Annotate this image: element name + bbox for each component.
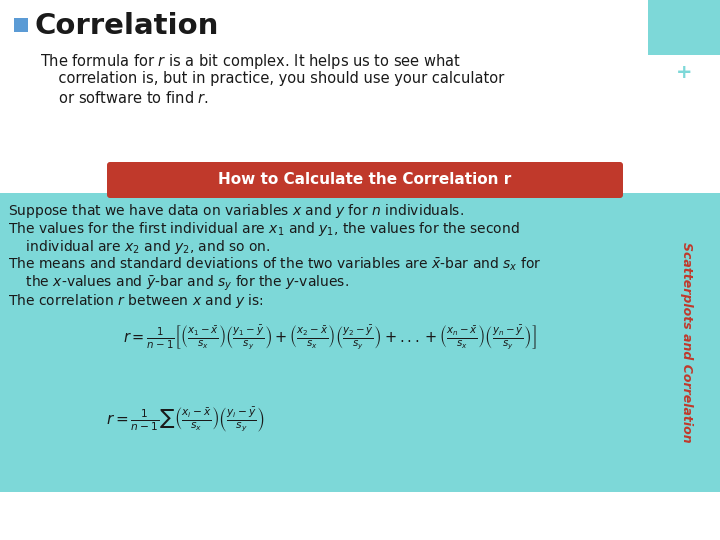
Bar <box>648 193 720 492</box>
Text: How to Calculate the Correlation r: How to Calculate the Correlation r <box>218 172 512 187</box>
Bar <box>648 0 720 55</box>
Text: individual are $x_2$ and $y_2$, and so on.: individual are $x_2$ and $y_2$, and so o… <box>8 238 271 256</box>
Text: The values for the first individual are $x_1$ and $y_1$, the values for the seco: The values for the first individual are … <box>8 220 520 238</box>
Text: or software to find $r$.: or software to find $r$. <box>40 90 209 106</box>
Text: +: + <box>676 64 692 83</box>
Text: The formula for $r$ is a bit complex. It helps us to see what: The formula for $r$ is a bit complex. It… <box>40 52 461 71</box>
Text: Suppose that we have data on variables $x$ and $y$ for $n$ individuals.: Suppose that we have data on variables $… <box>8 202 464 220</box>
Text: correlation is, but in practice, you should use your calculator: correlation is, but in practice, you sho… <box>40 71 504 86</box>
Text: Correlation: Correlation <box>34 12 218 40</box>
Text: the $x$-values and $\bar{y}$-bar and $s_y$ for the $y$-values.: the $x$-values and $\bar{y}$-bar and $s_… <box>8 274 349 293</box>
Bar <box>0 0 648 193</box>
Text: Scatterplots and Correlation: Scatterplots and Correlation <box>680 242 693 443</box>
Bar <box>0 193 648 492</box>
Text: The means and standard deviations of the two variables are $\bar{x}$-bar and $s_: The means and standard deviations of the… <box>8 256 541 273</box>
Bar <box>14 18 28 32</box>
Text: $r = \frac{1}{n-1}\sum\left(\frac{x_i-\bar{x}}{s_x}\right)\left(\frac{y_i-\bar{y: $r = \frac{1}{n-1}\sum\left(\frac{x_i-\b… <box>106 406 264 434</box>
Text: $r = \frac{1}{n-1}\left[\left(\frac{x_1-\bar{x}}{s_x}\right)\left(\frac{y_1-\bar: $r = \frac{1}{n-1}\left[\left(\frac{x_1-… <box>123 324 537 352</box>
Text: The correlation $r$ between $x$ and $y$ is:: The correlation $r$ between $x$ and $y$ … <box>8 292 264 310</box>
FancyBboxPatch shape <box>107 162 623 198</box>
